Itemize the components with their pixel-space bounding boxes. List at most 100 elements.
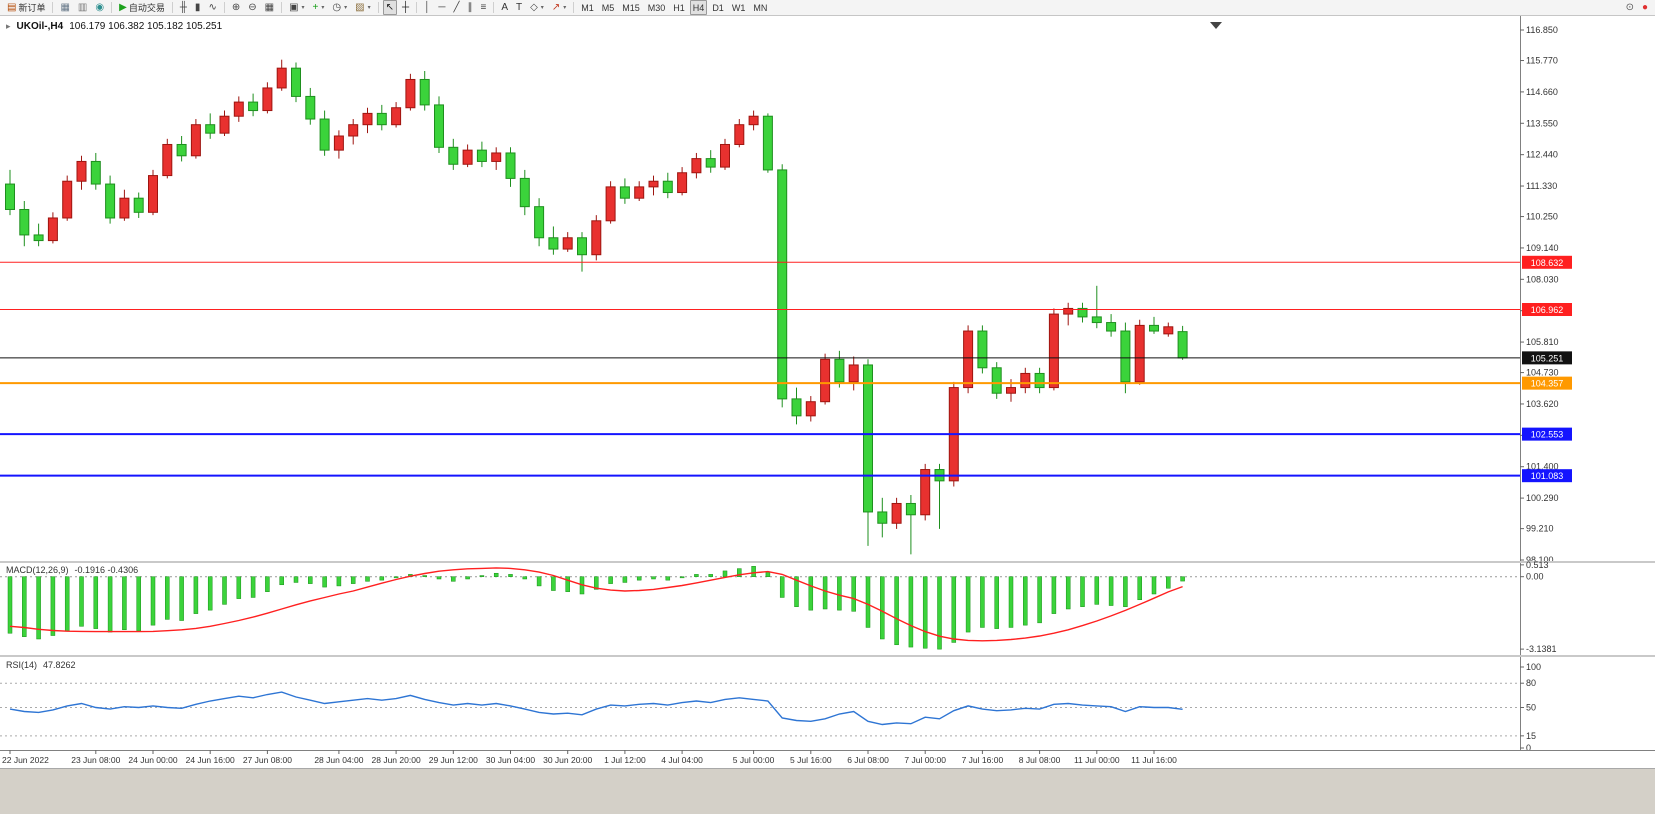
toolbar-separator (493, 2, 495, 13)
time-axis-label: 5 Jul 00:00 (733, 755, 775, 765)
cursor-button[interactable]: ↖ (382, 0, 397, 15)
zoom-in-button[interactable]: ⊕ (229, 0, 243, 15)
time-axis-label: 5 Jul 16:00 (790, 755, 832, 765)
price-axis-label: 111.330 (1526, 181, 1557, 191)
new-order-icon: ▤ (7, 1, 17, 13)
channel-button[interactable]: ∥ (464, 0, 475, 15)
rsi-axis-label: 100 (1526, 662, 1541, 672)
time-axis-label: 11 Jul 00:00 (1074, 755, 1120, 765)
templates-button[interactable]: ▨ ▾ (352, 0, 373, 15)
candle (462, 144, 473, 168)
zoom-in-icon: ⊕ (231, 1, 241, 13)
cursor-icon: ↖ (385, 1, 394, 13)
price-axis-label: 109.140 (1526, 243, 1559, 253)
status-bar (0, 768, 1655, 814)
candle (133, 192, 144, 218)
candle (562, 232, 573, 252)
arrows-button[interactable]: ↗ ▾ (549, 0, 569, 15)
candle (434, 96, 444, 153)
fibonacci-button[interactable]: ≡ (477, 0, 489, 15)
rsi-axis-label: 80 (1526, 678, 1536, 688)
autotrading-button[interactable]: ▶ 自动交易 (116, 0, 168, 15)
candle (148, 169, 158, 216)
timeframe-h4-button[interactable]: H4 (689, 0, 708, 15)
price-badge: 101.083 (1522, 469, 1572, 483)
text-label-button[interactable]: T (513, 0, 525, 15)
price-axis-label: 115.770 (1526, 56, 1558, 66)
rsi-axis-label: 50 (1526, 703, 1536, 713)
globe-button[interactable]: ◉ (92, 0, 107, 15)
print-icon: ▥ (77, 1, 88, 13)
price-badge-label: 102.553 (1531, 430, 1564, 440)
time-axis[interactable] (0, 750, 1655, 768)
chevron-down-icon: ▾ (563, 5, 567, 11)
toolbar: ▤ 新订单 ▦ ▥ ◉ ▶ 自动交易 ╫ ▮ ∿ ⊕ ⊖ ▦ ▣ ▾ + ▾ ◷ ▾ ▨ ▾ ↖ ┼ │ ─ ╱ ∥ ≡ A T ◇ ▾ ↗ ▾ M… (0, 0, 1655, 16)
panel-divider[interactable] (0, 655, 1655, 657)
candle (291, 62, 301, 103)
chart-shift-icon[interactable] (1210, 22, 1222, 29)
time-axis-label: 30 Jun 20:00 (543, 755, 592, 765)
macd-histogram (7, 566, 1185, 650)
periods-button[interactable]: ◷ ▾ (329, 0, 350, 15)
timeframe-mn-button[interactable]: MN (753, 2, 768, 13)
one-click-trading-icon[interactable]: ▸ (6, 21, 11, 31)
timeframe-w1-button[interactable]: W1 (731, 2, 746, 13)
candle (848, 356, 859, 391)
candle (62, 175, 73, 221)
chart-plot-area[interactable] (0, 16, 1520, 560)
chart-window-button[interactable]: ▦ (57, 0, 72, 15)
timeframe-h1-button[interactable]: H1 (673, 2, 685, 13)
panel-divider[interactable] (0, 561, 1655, 563)
time-axis-label: 22 Jun 2022 (2, 755, 49, 765)
trendline-button[interactable]: ╱ (450, 0, 462, 15)
candlestick-chart-button[interactable]: ▮ (192, 0, 204, 15)
price-axis-label: 105.810 (1526, 337, 1559, 347)
candle (820, 353, 831, 405)
timeframe-m1-button[interactable]: M1 (581, 2, 594, 13)
candle (648, 175, 659, 196)
price-axis-label: 110.250 (1526, 212, 1558, 222)
print-button[interactable]: ▥ (75, 0, 90, 15)
candle (834, 350, 845, 388)
timeframe-m15-button[interactable]: M15 (622, 2, 640, 13)
community-button[interactable]: ● (1639, 0, 1651, 15)
tile-windows-button[interactable]: ▦ (262, 0, 277, 15)
timeframe-m5-button[interactable]: M5 (601, 2, 615, 13)
candle (519, 169, 530, 216)
new-order-button[interactable]: ▤ 新订单 (4, 0, 48, 15)
indicators-button[interactable]: + ▾ (310, 0, 328, 15)
crosshair-icon: ┼ (402, 1, 410, 13)
crosshair-button[interactable]: ┼ (399, 0, 412, 15)
candle (662, 172, 673, 199)
timeframe-d1-button[interactable]: D1 (712, 2, 724, 13)
shapes-button[interactable]: ◇ ▾ (527, 0, 547, 15)
bar-chart-button[interactable]: ╫ (177, 0, 190, 15)
timeframe-m30-button[interactable]: M30 (647, 2, 666, 13)
autotrading-icon: ▶ (119, 1, 127, 13)
candle (190, 119, 201, 159)
horizontal-line-button[interactable]: ─ (435, 0, 448, 15)
price-axis-label: 114.660 (1526, 87, 1558, 97)
candle (176, 136, 187, 162)
new-chart-button[interactable]: ▣ ▾ (286, 0, 307, 15)
candle (963, 325, 974, 394)
price-axis-label: 100.290 (1526, 493, 1559, 503)
line-chart-button[interactable]: ∿ (205, 0, 219, 15)
candle (734, 119, 745, 148)
chart-canvas: 116.850 115.770 114.660 113.550 112.440 111.3… (0, 16, 1655, 768)
candle (891, 497, 902, 529)
candle (1149, 316, 1159, 334)
time-axis-label: 28 Jun 20:00 (372, 755, 421, 765)
candle (262, 82, 273, 114)
toolbar-separator (52, 2, 54, 13)
text-button[interactable]: A (498, 0, 511, 15)
candle (619, 178, 630, 204)
candle (577, 232, 587, 272)
vertical-line-button[interactable]: │ (421, 0, 433, 15)
candle (762, 113, 773, 173)
macd-axis-label: 0.00 (1526, 572, 1544, 582)
time-axis-label: 8 Jul 08:00 (1019, 755, 1061, 765)
candle (233, 96, 244, 122)
search-button[interactable]: ⊙ (1623, 0, 1637, 15)
zoom-out-button[interactable]: ⊖ (245, 0, 259, 15)
